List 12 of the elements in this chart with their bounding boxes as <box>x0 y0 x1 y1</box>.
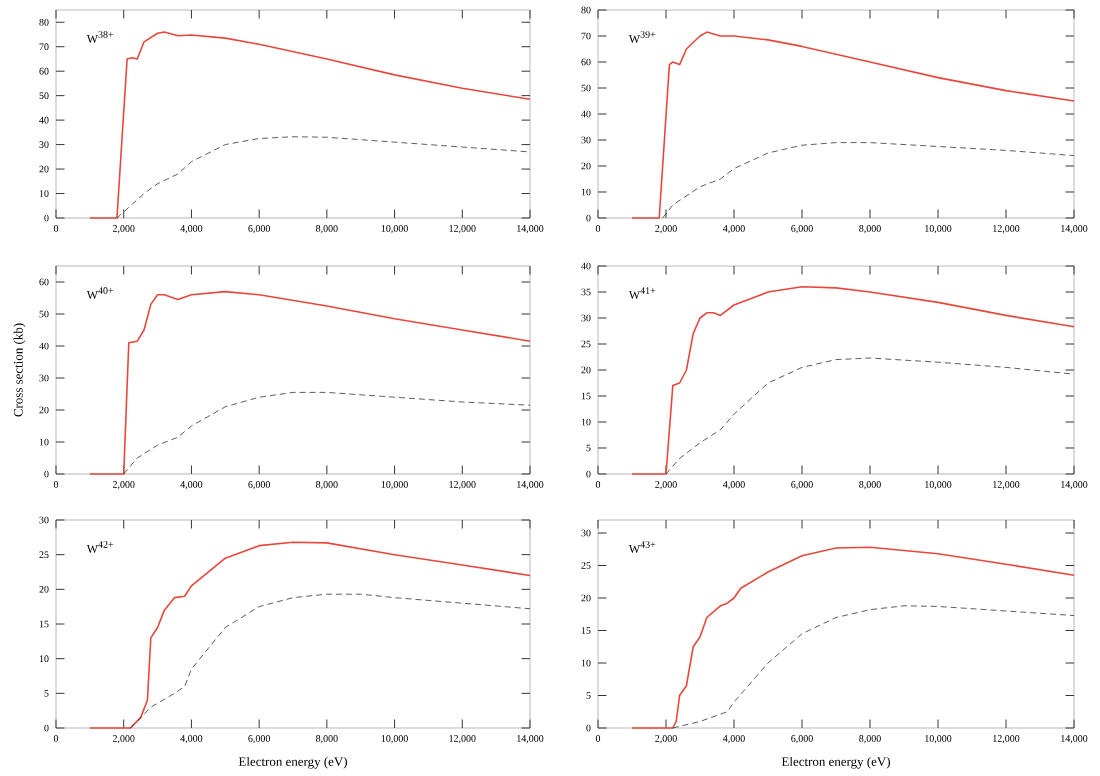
line-series <box>116 136 531 219</box>
line-series <box>662 142 1075 219</box>
line-series <box>89 290 531 475</box>
line-series <box>89 31 531 219</box>
line-series <box>672 605 1075 729</box>
line-series <box>631 546 1075 729</box>
line-series <box>130 593 531 729</box>
line-series <box>89 541 531 729</box>
line-series <box>665 357 1075 475</box>
line-series <box>123 392 531 475</box>
line-series <box>631 286 1075 475</box>
line-series <box>631 31 1075 219</box>
